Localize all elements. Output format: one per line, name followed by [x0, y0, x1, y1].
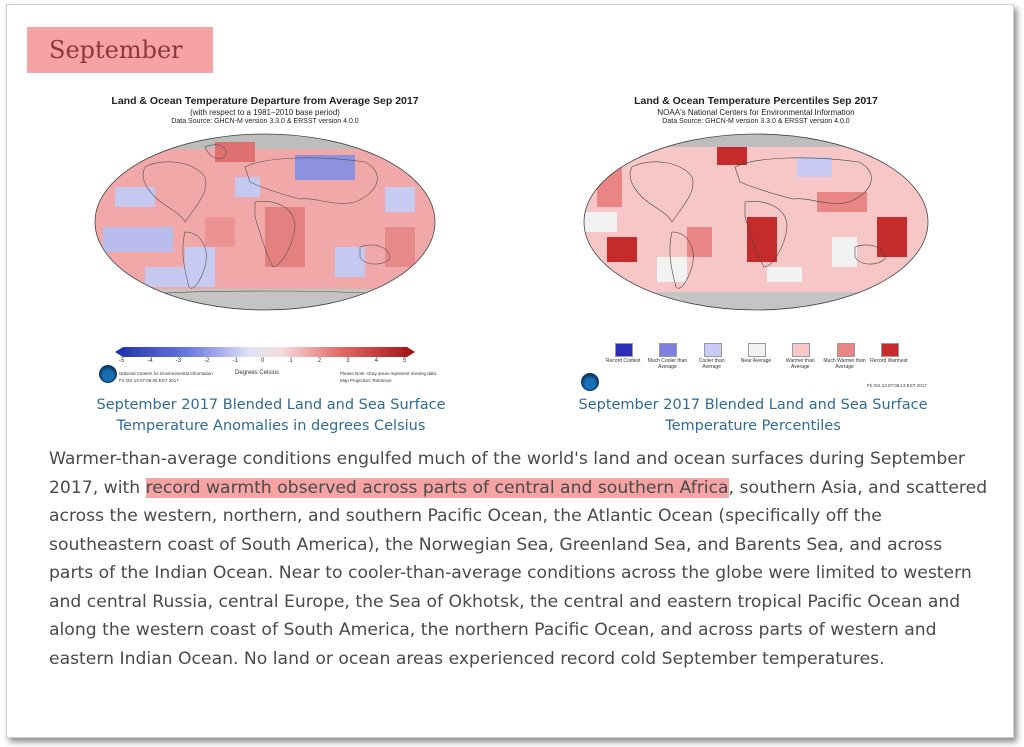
percentile-legend: Record Coldest Much Cooler than Average Co… — [601, 343, 911, 383]
anomaly-caption-line2[interactable]: Temperature Anomalies in degrees Celsius — [116, 418, 426, 434]
legend-label: Record Warmest — [870, 358, 908, 364]
article-frame: September Land & Ocean Temperature Depar… — [6, 4, 1014, 738]
percentile-map-figure: Land & Ocean Temperature Percentiles Sep… — [567, 85, 945, 391]
scale-tick-label: 4 — [374, 358, 378, 364]
anomaly-world-map — [94, 133, 436, 311]
anomaly-map-figure: Land & Ocean Temperature Departure from … — [85, 85, 445, 390]
highlighted-text: record warmth observed across parts of c… — [145, 477, 729, 498]
anomaly-date: Fri Oct 13 07:06:05 EST 2017 — [119, 378, 179, 383]
cool-anomaly-patches — [103, 155, 415, 287]
percentile-date: Fri Oct 13 07:06:13 EST 2017 — [867, 383, 927, 388]
scale-tick-label: 5 — [403, 358, 407, 364]
scale-tick-label: 1 — [289, 358, 293, 364]
scale-tick-label: -2 — [204, 358, 210, 364]
percentile-map-title: Land & Ocean Temperature Percentiles Sep… — [634, 95, 878, 107]
paragraph-text-before: Warmer-than-average conditions engulfed … — [49, 449, 965, 498]
scale-tick-label: 3 — [346, 358, 350, 364]
anomaly-note-missing: Please Note: Gray areas represent missin… — [340, 371, 437, 376]
anomaly-map-title: Land & Ocean Temperature Departure from … — [111, 95, 419, 107]
continent-outlines — [629, 157, 886, 289]
legend-label: Warmer than Average — [785, 358, 815, 370]
percentile-world-map — [583, 133, 929, 311]
scale-tick-label: 2 — [317, 358, 322, 364]
warm-anomaly-patches — [205, 142, 415, 267]
anomaly-credit: National Centers for Environmental Infor… — [119, 371, 213, 376]
anomaly-note-projection: Map Projection: Robinson — [340, 378, 392, 383]
legend-swatch — [836, 343, 855, 357]
near-average-patches — [584, 157, 857, 282]
legend-label: Record Coldest — [605, 358, 641, 364]
anomaly-map-caption[interactable]: September 2017 Blended Land and Sea Surf… — [71, 395, 471, 437]
anomaly-scale-ticks: -5 -4 -3 -2 -1 0 1 2 3 4 5 — [119, 358, 407, 368]
month-heading: September — [27, 27, 213, 73]
legend-label: Much Warmer than Average — [823, 358, 866, 370]
scale-tick-label: -4 — [147, 358, 153, 364]
legend-label: Cooler than Average — [698, 358, 725, 370]
scale-tick-label: -3 — [175, 358, 182, 364]
legend-swatch — [703, 343, 722, 357]
record-warm-patches — [597, 147, 907, 262]
scale-tick-label: -5 — [119, 358, 125, 364]
scale-tick-label: 0 — [261, 358, 265, 364]
continent-outlines — [142, 144, 391, 289]
legend-label: Much Cooler than Average — [647, 358, 688, 370]
percentile-caption-line1[interactable]: September 2017 Blended Land and Sea Surf… — [578, 397, 928, 413]
percentile-map-subtitle: NOAA's National Centers for Environmenta… — [657, 108, 855, 118]
scale-tick-label: -1 — [232, 358, 238, 364]
noaa-logo-icon — [581, 373, 599, 391]
legend-label: Near Average — [740, 358, 772, 364]
legend-swatch — [659, 343, 678, 357]
percentile-caption-line2[interactable]: Temperature Percentiles — [665, 418, 841, 434]
anomaly-caption-line1[interactable]: September 2017 Blended Land and Sea Surf… — [96, 397, 446, 413]
anomaly-map-subtitle: (with respect to a 1981–2010 base period… — [190, 108, 340, 118]
legend-swatch — [748, 343, 766, 357]
percentile-map-caption[interactable]: September 2017 Blended Land and Sea Surf… — [553, 395, 953, 437]
paragraph-text-after: , southern Asia, and scattered across th… — [49, 477, 988, 669]
percentile-map-source: Data Source: GHCN-M version 3.3.0 & ERSS… — [662, 118, 850, 126]
legend-swatch — [880, 343, 899, 357]
summary-paragraph: Warmer-than-average conditions engulfed … — [49, 445, 989, 673]
anomaly-map-source: Data Source: GHCN-M version 3.3.0 & ERSS… — [171, 118, 359, 126]
legend-swatch — [615, 343, 634, 357]
anomaly-scale-label: Degrees Celsius — [235, 370, 280, 376]
legend-swatch — [792, 343, 811, 357]
noaa-logo-icon — [99, 365, 117, 383]
anomaly-color-scale — [115, 347, 415, 357]
